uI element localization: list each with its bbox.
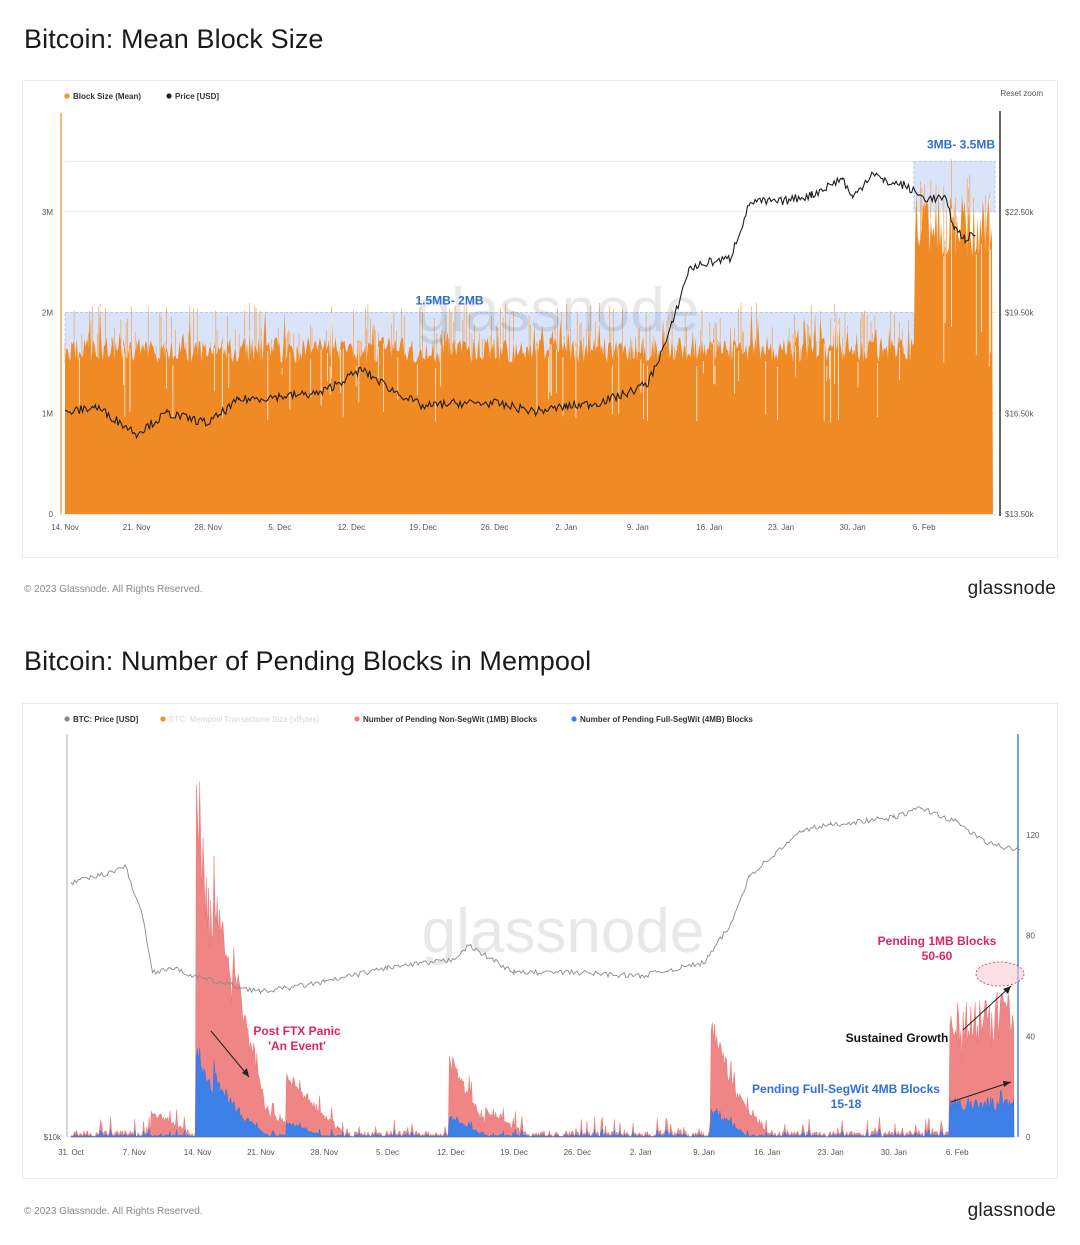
x-tick: 6. Feb [913,523,936,532]
y-right-tick: $19.50k [1005,309,1034,318]
chart1-annotations: 1.5MB- 2MB 3MB- 3.5MB [415,137,995,307]
arrow-sustained-growth [962,985,1012,1031]
x-tick: 16. Jan [696,523,722,532]
legend-btc-price[interactable]: BTC: Price [USD] [73,715,139,724]
legend-non-segwit[interactable]: Number of Pending Non-SegWit (1MB) Block… [363,715,538,724]
legend-dot-non-segwit [354,716,360,722]
chart2-title: Bitcoin: Number of Pending Blocks in Mem… [24,646,592,676]
chart1-panel: Block Size (Mean) Price [USD] Reset zoom… [22,80,1058,558]
annotation-post-ftx: Post FTX Panic [253,1024,341,1038]
y-left-tick: 2M [42,309,53,318]
legend-full-segwit[interactable]: Number of Pending Full-SegWit (4MB) Bloc… [580,715,753,724]
annotation-post-ftx-sub: 'An Event' [268,1039,326,1053]
x-tick: 14. Nov [51,523,79,532]
y-right-tick: 40 [1026,1032,1035,1041]
x-tick: 26. Dec [564,1148,592,1157]
chart2-panel: BTC: Price [USD] BTC: Mempool Transactio… [22,703,1058,1179]
annotation-pending-1mb-range: 50-60 [922,949,953,963]
legend-dot-block-size [64,93,70,99]
x-tick: 28. Nov [310,1148,338,1157]
chart1-axes: 0 1M 2M 3M $13.50k $16.50k $19.50k $22.50k 14. N… [42,111,1034,532]
chart2-legend: BTC: Price [USD] BTC: Mempool Transactio… [64,715,753,724]
x-tick: 12. Dec [338,523,366,532]
legend-mempool-size[interactable]: BTC: Mempool Transactions Size (vBytes) [169,715,320,724]
x-tick: 2. Jan [555,523,577,532]
x-tick: 23. Jan [817,1148,843,1157]
chart1-brand-logo: glassnode [967,578,1056,599]
chart1-legend: Block Size (Mean) Price [USD] [64,92,219,101]
x-tick: 21. Nov [247,1148,275,1157]
x-tick: 26. Dec [481,523,509,532]
x-tick: 9. Jan [693,1148,715,1157]
x-tick: 5. Dec [268,523,291,532]
reset-zoom-button[interactable]: Reset zoom [1000,89,1043,98]
legend-dot-price [166,93,172,99]
y-right-tick: 120 [1026,831,1040,840]
chart2-watermark: glassnode [422,897,705,966]
x-tick: 28. Nov [194,523,222,532]
x-tick: 9. Jan [627,523,649,532]
x-tick: 19. Dec [500,1148,528,1157]
chart1-title: Bitcoin: Mean Block Size [24,24,324,54]
legend-block-size[interactable]: Block Size (Mean) [73,92,141,101]
btc-price-line [70,806,1021,995]
block-size-chart: Block Size (Mean) Price [USD] Reset zoom… [42,89,1043,532]
block-size-dips [78,198,991,423]
x-tick: 12. Dec [437,1148,465,1157]
y-left-tick: 0 [49,510,54,519]
legend-price[interactable]: Price [USD] [175,92,219,101]
arrow-full-segwit [950,1081,1012,1103]
y-left-tick: 1M [42,409,53,418]
annotation-1p5-2mb: 1.5MB- 2MB [415,294,483,308]
annotation-pending-1mb: Pending 1MB Blocks [878,934,997,948]
y-right-tick: 0 [1026,1133,1031,1142]
chart1-copyright: © 2023 Glassnode. All Rights Reserved. [24,584,203,595]
x-tick: 23. Jan [768,523,794,532]
pending-blocks-chart: BTC: Price [USD] BTC: Mempool Transactio… [44,715,1040,1157]
x-tick: 2. Jan [630,1148,652,1157]
highlight-ellipse-1mb [975,961,1025,987]
full-segwit-area [70,1047,1015,1138]
legend-dot-full-segwit [571,716,577,722]
y-right-tick: $16.50k [1005,409,1034,418]
x-tick: 14. Nov [184,1148,212,1157]
arrow-head-sustained-growth [1003,986,1011,994]
x-tick: 30. Jan [839,523,865,532]
non-segwit-area [70,781,1015,1138]
arrow-head-post-ftx [242,1068,249,1077]
x-tick: 19. Dec [409,523,437,532]
chart2-copyright: © 2023 Glassnode. All Rights Reserved. [24,1206,203,1217]
y-left-tick: $10k [44,1133,62,1142]
annotation-sustained-growth: Sustained Growth [846,1031,949,1045]
chart1-watermark: glassnode [417,276,700,345]
y-right-tick: $13.50k [1005,510,1034,519]
y-right-tick: $22.50k [1005,208,1034,217]
annotation-3-3p5mb: 3MB- 3.5MB [927,137,995,151]
x-tick: 5. Dec [376,1148,399,1157]
legend-dot-mempool-size [160,716,166,722]
x-tick: 31. Oct [58,1148,85,1157]
arrow-head-full-segwit [1003,1081,1011,1087]
chart2-brand-logo: glassnode [967,1200,1056,1221]
chart2-axes: $10k 0 40 80 120 31. Oct 7. Nov 14. Nov 21. Nov 2… [44,734,1040,1157]
x-tick: 30. Jan [881,1148,907,1157]
annotation-full-segwit-range: 15-18 [831,1097,862,1111]
x-tick: 21. Nov [123,523,151,532]
y-left-tick: 3M [42,208,53,217]
x-tick: 6. Feb [946,1148,969,1157]
block-size-area [65,187,993,514]
x-tick: 16. Jan [754,1148,780,1157]
price-line [64,171,976,440]
y-right-tick: 80 [1026,932,1035,941]
arrow-post-ftx [210,1030,250,1078]
legend-dot-btc-price [64,716,70,722]
chart2-annotations: Post FTX Panic'An Event' Sustained Growth… [210,934,1025,1111]
block-size-spikes [64,159,986,363]
x-tick: 7. Nov [123,1148,146,1157]
annotation-full-segwit: Pending Full-SegWit 4MB Blocks [752,1082,940,1096]
